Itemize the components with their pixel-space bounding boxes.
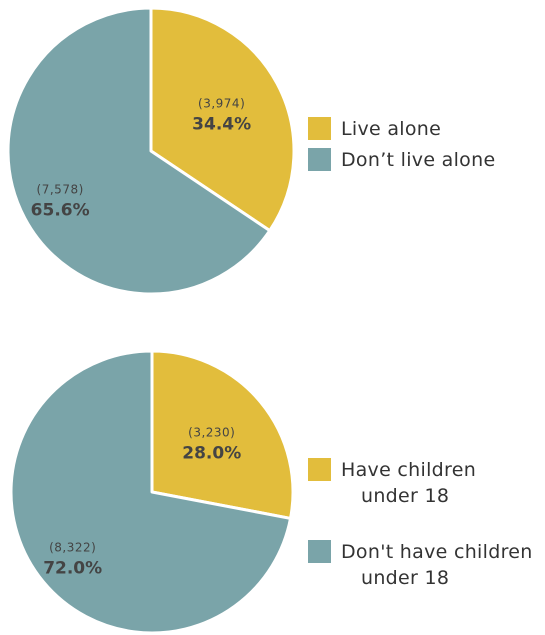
pie-slice-0-0 (149, 6, 296, 233)
legend-label-1-1-0: Don't have children (341, 541, 533, 563)
legend-swatch-0-1 (308, 148, 331, 171)
slice-count-label-0-0: (3,974) (198, 96, 245, 110)
legend-swatch-1-1 (308, 540, 331, 563)
pie-slice-1-1 (9, 349, 293, 635)
pie-slice-0-1 (6, 6, 272, 296)
pie-slice-1-0 (150, 349, 295, 520)
slice-count-label-0-1: (7,578) (37, 182, 84, 196)
legend-label-0-0-0: Live alone (341, 118, 441, 140)
legend-label-0-1-0: Don’t live alone (341, 149, 495, 171)
slice-percent-label-1-0: 28.0% (182, 444, 241, 464)
slice-count-label-1-1: (8,322) (49, 541, 96, 555)
slice-count-label-1-0: (3,230) (188, 426, 235, 440)
legend-label-1-1-1: under 18 (361, 567, 449, 589)
legend-label-1-0-0: Have children (341, 459, 476, 481)
slice-percent-label-0-0: 34.4% (192, 114, 251, 134)
slice-percent-label-0-1: 65.6% (31, 200, 90, 220)
slice-percent-label-1-1: 72.0% (43, 559, 102, 579)
legend-label-1-0-1: under 18 (361, 485, 449, 507)
legend-swatch-1-0 (308, 458, 331, 481)
legend-swatch-0-0 (308, 117, 331, 140)
